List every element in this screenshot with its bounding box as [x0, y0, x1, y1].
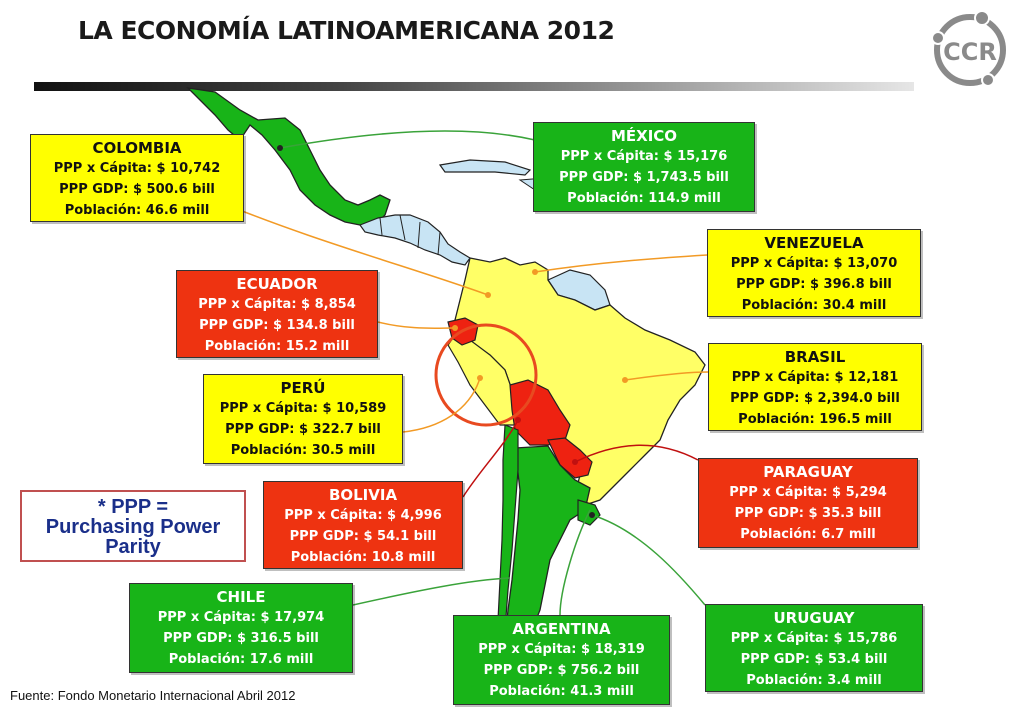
per-capita: PPP x Cápita: $ 18,319	[478, 642, 645, 657]
gdp: PPP GDP: $ 53.4 bill	[740, 652, 888, 667]
country-name: MÉXICO	[610, 127, 678, 145]
marker-peru	[477, 375, 483, 381]
ppp-note-line3: Parity	[105, 536, 161, 558]
connector-mexico	[279, 130, 536, 149]
marker-uruguay	[589, 512, 595, 518]
highlight-circle	[434, 323, 538, 427]
gdp: PPP GDP: $ 54.1 bill	[289, 529, 437, 544]
population: Población: 30.4 mill	[741, 298, 887, 313]
marker-colombia	[485, 292, 491, 298]
country-name: PARAGUAY	[763, 463, 853, 481]
marker-mexico	[277, 145, 283, 151]
ccr-logo: CCR	[931, 10, 1006, 87]
ppp-note-line1: * PPP =	[97, 496, 169, 518]
per-capita: PPP x Cápita: $ 17,974	[157, 610, 325, 625]
per-capita: PPP x Cápita: $ 4,996	[284, 508, 442, 523]
per-capita: PPP x Cápita: $ 5,294	[729, 485, 887, 500]
page-title: LA ECONOMÍA LATINOAMERICANA 2012	[78, 16, 615, 45]
per-capita: PPP x Cápita: $ 10,742	[53, 161, 221, 176]
marker-brasil	[622, 377, 628, 383]
per-capita: PPP x Cápita: $ 10,589	[219, 401, 387, 416]
marker-ecuador	[452, 325, 458, 331]
country-name: PERÚ	[280, 379, 326, 397]
population: Población: 10.8 mill	[290, 550, 436, 565]
country-box-uruguay: URUGUAY PPP x Cápita: $ 15,786 PPP GDP: …	[705, 604, 923, 692]
connector-chile	[352, 577, 511, 606]
central-america-shape	[359, 214, 471, 266]
logo-text: CCR	[943, 38, 997, 66]
country-name: ECUADOR	[236, 275, 318, 293]
country-name: BOLIVIA	[328, 486, 398, 504]
per-capita: PPP x Cápita: $ 8,854	[198, 297, 356, 312]
country-box-colombia: COLOMBIA PPP x Cápita: $ 10,742 PPP GDP:…	[30, 134, 244, 222]
per-capita: PPP x Cápita: $ 15,176	[560, 149, 728, 164]
gdp: PPP GDP: $ 396.8 bill	[736, 277, 892, 292]
connector-ecuador	[377, 321, 456, 329]
per-capita: PPP x Cápita: $ 13,070	[730, 256, 898, 271]
population: Población: 196.5 mill	[738, 412, 892, 427]
connector-venezuela	[534, 254, 708, 273]
country-name: URUGUAY	[773, 609, 855, 627]
marker-venezuela	[532, 269, 538, 275]
country-box-bolivia: BOLIVIA PPP x Cápita: $ 4,996 PPP GDP: $…	[263, 481, 463, 569]
country-name: ARGENTINA	[512, 620, 611, 638]
connector-brasil	[624, 371, 709, 381]
country-box-venezuela: VENEZUELA PPP x Cápita: $ 13,070 PPP GDP…	[707, 229, 921, 317]
population: Población: 114.9 mill	[567, 191, 721, 206]
connector-peru	[402, 377, 481, 433]
population: Población: 3.4 mill	[746, 673, 882, 688]
country-name: COLOMBIA	[92, 139, 182, 157]
country-box-ecuador: ECUADOR PPP x Cápita: $ 8,854 PPP GDP: $…	[176, 270, 378, 358]
gdp: PPP GDP: $ 756.2 bill	[483, 663, 640, 678]
cuba-shape	[438, 159, 532, 176]
gdp: PPP GDP: $ 1,743.5 bill	[559, 170, 729, 185]
central-america-borders	[379, 214, 441, 256]
population: Población: 17.6 mill	[168, 652, 314, 667]
marker-bolivia	[515, 417, 521, 423]
country-name: BRASIL	[784, 348, 846, 366]
connector-colombia	[214, 199, 489, 296]
population: Población: 6.7 mill	[740, 527, 876, 542]
country-box-paraguay: PARAGUAY PPP x Cápita: $ 5,294 PPP GDP: …	[698, 458, 918, 548]
source-citation: Fuente: Fondo Monetario Internacional Ab…	[10, 688, 296, 703]
title-underline-bar	[34, 82, 914, 91]
gdp: PPP GDP: $ 316.5 bill	[163, 631, 319, 646]
ppp-definition-note: * PPP = Purchasing Power Parity	[20, 490, 246, 562]
gdp: PPP GDP: $ 322.7 bill	[225, 422, 381, 437]
ppp-note-line2: Purchasing Power	[45, 516, 221, 538]
country-box-peru: PERÚ PPP x Cápita: $ 10,589 PPP GDP: $ 3…	[203, 374, 403, 464]
country-box-brasil: BRASIL PPP x Cápita: $ 12,181 PPP GDP: $…	[708, 343, 922, 431]
connector-paraguay	[574, 444, 699, 463]
connector-lines	[214, 130, 709, 616]
per-capita: PPP x Cápita: $ 15,786	[730, 631, 898, 646]
country-box-mexico: MÉXICO PPP x Cápita: $ 15,176 PPP GDP: $…	[533, 122, 755, 212]
country-name: CHILE	[216, 588, 266, 606]
population: Población: 30.5 mill	[230, 443, 376, 458]
per-capita: PPP x Cápita: $ 12,181	[731, 370, 899, 385]
gdp: PPP GDP: $ 134.8 bill	[199, 318, 355, 333]
connector-argentina	[559, 509, 591, 616]
country-name: VENEZUELA	[764, 234, 864, 252]
population: Población: 46.6 mill	[64, 203, 210, 218]
country-box-chile: CHILE PPP x Cápita: $ 17,974 PPP GDP: $ …	[129, 583, 353, 673]
population: Población: 41.3 mill	[489, 684, 634, 699]
population: Población: 15.2 mill	[204, 339, 350, 354]
gdp: PPP GDP: $ 35.3 bill	[734, 506, 882, 521]
gdp: PPP GDP: $ 2,394.0 bill	[730, 391, 900, 406]
connector-bolivia	[462, 419, 519, 498]
country-markers	[277, 145, 628, 518]
marker-paraguay	[572, 459, 578, 465]
connector-uruguay	[591, 514, 706, 606]
gdp: PPP GDP: $ 500.6 bill	[59, 182, 215, 197]
country-box-argentina: ARGENTINA PPP x Cápita: $ 18,319 PPP GDP…	[453, 615, 670, 705]
